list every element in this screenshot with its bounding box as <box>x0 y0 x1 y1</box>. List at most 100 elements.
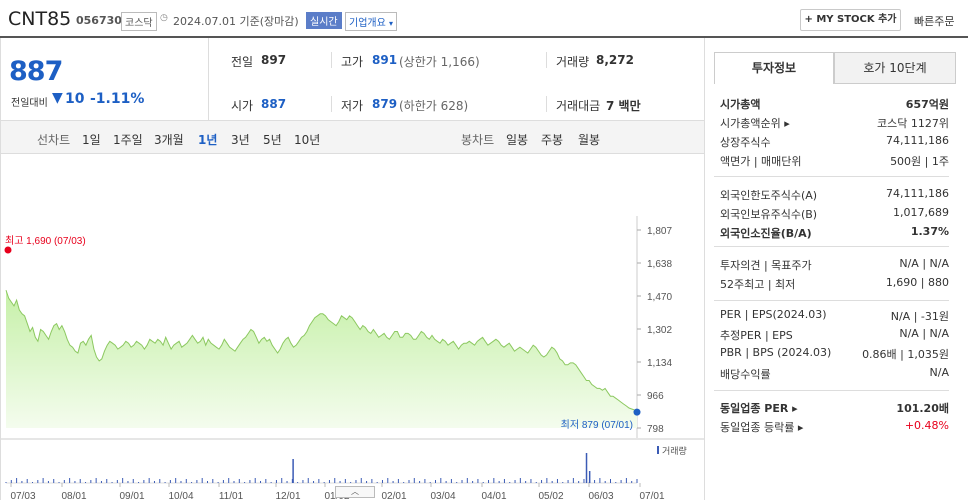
period-1[interactable]: 1주일 <box>113 133 143 147</box>
trade-value: 7 백만 <box>606 99 641 113</box>
info-row: 동일업종 등락률 ▸ +0.48% <box>720 419 949 435</box>
info-row: 동일업종 PER ▸ 101.20배 <box>720 400 949 416</box>
max-label: 최고 1,690 (07/03) <box>5 235 86 247</box>
clock-icon: ◷ <box>160 13 168 23</box>
x-tick-label: 06/03 <box>588 491 613 500</box>
low-price: 879 <box>372 97 398 111</box>
candle-period-2[interactable]: 월봉 <box>578 133 601 147</box>
info-value: 1,017,689 <box>893 206 949 219</box>
info-value: 101.20배 <box>896 402 949 415</box>
info-label: 동일업종 등락률 ▸ <box>720 421 804 434</box>
info-row: 투자의견 | 목표주가 N/A | N/A <box>720 257 949 273</box>
info-label: PER | EPS(2024.03) <box>720 308 827 321</box>
info-label: 동일업종 PER ▸ <box>720 402 798 415</box>
x-tick-label: 07/03 <box>10 491 35 500</box>
y-tick-label: 1,134 <box>647 358 672 369</box>
open-price: 887 <box>261 97 287 111</box>
down-arrow-icon: ▼ <box>52 90 63 106</box>
info-value: +0.48% <box>904 419 949 432</box>
info-row: 추정PER | EPS N/A | N/A <box>720 327 949 343</box>
collapse-chart-button[interactable]: ︿ <box>335 486 375 498</box>
info-label: 시가총액순위 ▸ <box>720 117 790 130</box>
lower-limit: (하한가 628) <box>399 99 469 113</box>
info-label: 시가총액 <box>720 98 761 111</box>
info-row: PER | EPS(2024.03) N/A | -31원 <box>720 308 949 324</box>
date-basis: 2024.07.01 기준(장마감) <box>173 15 299 28</box>
info-row: 52주최고 | 최저 1,690 | 880 <box>720 276 949 292</box>
period-5[interactable]: 5년 <box>263 133 282 147</box>
info-row: 액면가 | 매매단위 500원 | 1주 <box>720 153 949 169</box>
period-6[interactable]: 10년 <box>294 133 321 147</box>
candle-period-1[interactable]: 주봉 <box>541 133 564 147</box>
line-chart-label: 선차트 <box>37 133 71 147</box>
realtime-button[interactable]: 실시간 <box>306 12 342 29</box>
candle-chart-label: 봉차트 <box>461 133 495 147</box>
info-value: 코스닥 1127위 <box>877 117 949 130</box>
y-tick-label: 1,807 <box>647 226 672 237</box>
info-value: 1,690 | 880 <box>885 276 949 289</box>
info-row: 시가총액 657억원 <box>720 96 949 112</box>
info-label: 투자의견 | 목표주가 <box>720 259 812 272</box>
change-amount: 10 <box>65 91 85 107</box>
x-tick-label: 12/01 <box>275 491 300 500</box>
info-label: 액면가 | 매매단위 <box>720 155 802 168</box>
low-label: 저가 <box>341 99 364 113</box>
my-stock-button[interactable]: + MY STOCK 추가 <box>800 9 901 31</box>
change-percent: -1.11% <box>90 91 145 107</box>
market-tag: 코스닥 <box>121 12 157 31</box>
current-price-box: 887 전일대비 ▼ 10 -1.11% <box>1 38 209 120</box>
info-label: 배당수익률 <box>720 368 771 381</box>
info-row: 외국인소진율(B/A) 1.37% <box>720 225 949 241</box>
chevron-down-icon: ▾ <box>389 19 394 28</box>
info-value: 657억원 <box>905 98 949 111</box>
open-label: 시가 <box>231 99 254 113</box>
price-panel: 887 전일대비 ▼ 10 -1.11% 전일 897 고가 891 (상한가 … <box>0 38 705 500</box>
y-tick-label: 966 <box>647 391 664 402</box>
info-label: PBR | BPS (2024.03) <box>720 346 832 359</box>
volume: 8,272 <box>596 53 634 67</box>
info-label: 추정PER | EPS <box>720 329 793 342</box>
divider <box>714 176 949 177</box>
info-value: N/A <box>929 366 949 379</box>
info-value: 0.86배 | 1,035원 <box>862 348 949 361</box>
stock-header: CNT85 056730 코스닥 ◷ 2024.07.01 기준(장마감) 실시… <box>0 0 968 38</box>
x-tick-label: 09/01 <box>119 491 144 500</box>
info-row: 외국인보유주식수(B) 1,017,689 <box>720 206 949 222</box>
tab-orderbook-10[interactable]: 호가 10단계 <box>834 52 956 84</box>
divider <box>714 300 949 301</box>
quick-order-link[interactable]: 빠른주문 <box>914 15 955 28</box>
stock-code: 056730 <box>76 14 122 27</box>
info-row: 상장주식수 74,111,186 <box>720 134 949 150</box>
min-marker <box>633 408 641 416</box>
trade-value-label: 거래대금 <box>556 99 601 113</box>
stock-name: CNT85 <box>8 8 72 30</box>
candle-period-0[interactable]: 일봉 <box>506 133 529 147</box>
investment-info-panel: 투자정보 호가 10단계 <box>705 38 968 500</box>
volume-label: 거래량 <box>556 55 590 69</box>
info-label: 외국인한도주식수(A) <box>720 189 818 202</box>
period-2[interactable]: 3개월 <box>154 133 184 147</box>
period-bar: 선차트 1일 1주일 3개월 1년 3년 5년 10년 봉차트 일봉 주봉 월봉 <box>1 120 704 154</box>
info-value: 74,111,186 <box>886 187 949 200</box>
tab-investment-info[interactable]: 투자정보 <box>714 52 834 84</box>
info-label: 52주최고 | 최저 <box>720 278 796 291</box>
period-4[interactable]: 3년 <box>231 133 250 147</box>
period-0[interactable]: 1일 <box>82 133 101 147</box>
divider <box>714 246 949 247</box>
info-label: 상장주식수 <box>720 136 771 149</box>
upper-limit: (상한가 1,166) <box>399 55 480 69</box>
current-price: 887 <box>9 56 63 87</box>
info-row: 시가총액순위 ▸ 코스닥 1127위 <box>720 115 949 131</box>
info-value: N/A | N/A <box>899 327 949 340</box>
period-3[interactable]: 1년 <box>198 133 218 147</box>
y-tick-label: 1,638 <box>647 259 672 270</box>
info-value: N/A | -31원 <box>890 310 949 323</box>
prev-close-label: 전일 <box>231 55 254 69</box>
divider <box>714 390 949 391</box>
info-row: 외국인한도주식수(A) 74,111,186 <box>720 187 949 203</box>
x-tick-label: 08/01 <box>61 491 86 500</box>
high-price: 891 <box>372 53 398 67</box>
company-overview-button[interactable]: 기업개요 ▾ <box>345 12 398 31</box>
price-chart[interactable]: 1,807 1,638 1,470 1,302 1,134 966 798 최고 1,690 … <box>1 186 704 500</box>
x-tick-label: 07/01 <box>639 491 664 500</box>
